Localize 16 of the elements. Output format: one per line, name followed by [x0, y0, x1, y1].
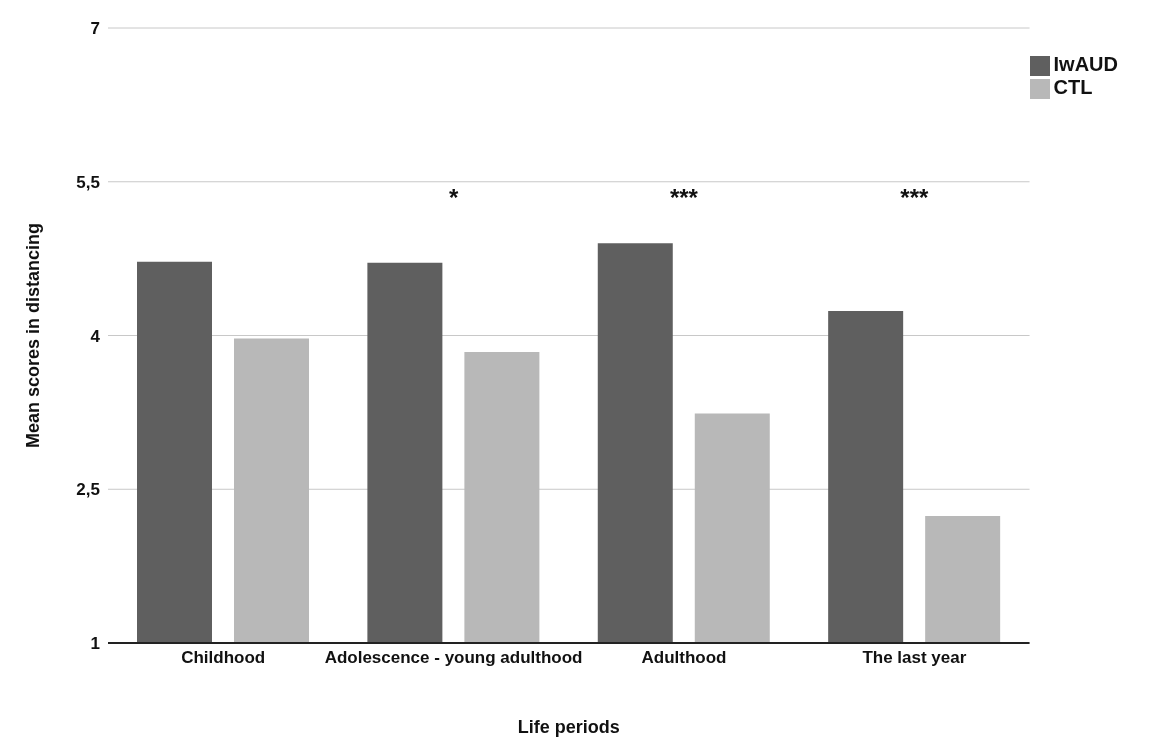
x-tick-label: The last year	[862, 648, 967, 668]
legend-label: CTL	[1053, 76, 1093, 98]
x-tick-label: Adolescence - young adulthood	[324, 648, 583, 668]
annotation: ***	[669, 183, 699, 211]
annotation: ***	[900, 183, 930, 211]
y-tick-label: 1	[90, 634, 100, 654]
legend-label: IwAUD	[1053, 53, 1118, 75]
y-tick-label: 2,5	[76, 480, 100, 500]
annotation: *	[448, 183, 459, 211]
y-axis-title: Mean scores in distancing	[23, 222, 44, 449]
y-tick-label: 4	[90, 326, 101, 346]
y-tick-label: 5,5	[76, 172, 100, 192]
x-tick-label: Childhood	[181, 648, 266, 668]
x-tick-label: Adulthood	[641, 648, 727, 668]
y-tick-label: 7	[90, 19, 100, 39]
x-axis-title: Life periods	[517, 717, 620, 737]
